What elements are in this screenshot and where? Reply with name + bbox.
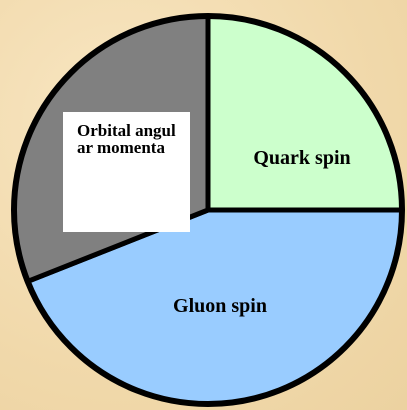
pie-outline [11,13,405,407]
slice-label: Orbital angular momenta [63,112,190,232]
slice-label: Quark spin [253,147,351,169]
slice-label: Gluon spin [173,295,267,317]
